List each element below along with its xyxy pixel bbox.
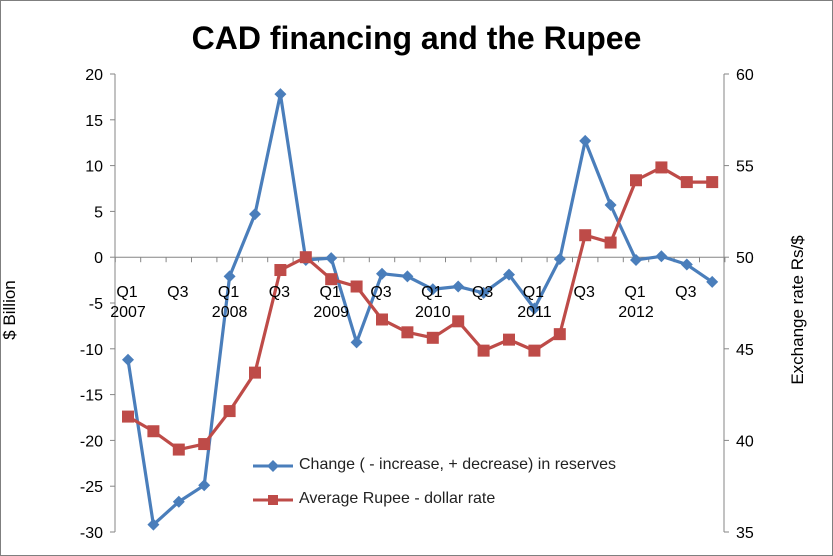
data-point-reserves xyxy=(604,198,617,211)
x-year-label: 2009 xyxy=(313,304,349,321)
x-tick-label: Q1 xyxy=(320,284,341,301)
data-point-reserves xyxy=(325,252,338,265)
x-tick-label: Q3 xyxy=(167,284,188,301)
y-axis-right-title: Exchange rate Rs/$ xyxy=(788,235,807,385)
y-right-tick-label: 45 xyxy=(736,342,754,359)
data-point-rupee-rate xyxy=(198,438,211,451)
x-tick-label: Q3 xyxy=(370,284,391,301)
legend-swatch-rupee-rate xyxy=(253,495,293,505)
y-left-tick-label: 0 xyxy=(94,250,103,267)
y-left-tick-label: 15 xyxy=(85,113,103,130)
data-point-reserves xyxy=(172,495,185,508)
x-tick-label: Q1 xyxy=(218,284,239,301)
data-point-rupee-rate xyxy=(350,280,363,293)
data-point-reserves xyxy=(706,275,719,288)
data-point-rupee-rate xyxy=(655,161,668,174)
data-point-rupee-rate xyxy=(426,331,439,344)
series-line-reserves xyxy=(126,92,714,527)
x-year-label: 2011 xyxy=(517,304,552,321)
x-tick-label: Q3 xyxy=(269,284,290,301)
data-point-reserves xyxy=(503,268,515,281)
x-tick-label: Q1 xyxy=(116,284,137,301)
data-point-rupee-rate xyxy=(680,176,693,189)
y-left-tick-label: 5 xyxy=(94,204,103,221)
data-point-rupee-rate xyxy=(477,344,490,357)
y-left-tick-label: 20 xyxy=(85,67,103,84)
x-year-label: 2008 xyxy=(212,304,248,321)
data-point-rupee-rate xyxy=(274,264,287,277)
chart-title: CAD financing and the Rupee xyxy=(191,20,642,56)
y-left-tick-label: 10 xyxy=(85,159,103,176)
data-point-rupee-rate xyxy=(147,425,160,438)
data-point-reserves xyxy=(630,253,642,266)
data-point-rupee-rate xyxy=(172,443,185,456)
data-point-reserves xyxy=(350,336,363,349)
data-point-rupee-rate xyxy=(706,176,719,189)
data-point-rupee-rate xyxy=(604,236,617,249)
data-point-reserves xyxy=(655,250,668,263)
data-point-reserves xyxy=(198,479,211,492)
x-year-label: 2012 xyxy=(618,304,654,321)
y-left-tick-label: -15 xyxy=(80,388,103,405)
y-right-tick-label: 50 xyxy=(736,250,754,267)
y-left-tick-label: -10 xyxy=(80,342,103,359)
y-right-tick-label: 35 xyxy=(736,525,754,542)
data-point-reserves xyxy=(579,134,592,147)
y-right-tick-label: 60 xyxy=(736,67,754,84)
x-year-label: 2010 xyxy=(415,304,451,321)
data-point-reserves xyxy=(680,258,693,271)
data-point-rupee-rate xyxy=(299,251,312,264)
data-point-reserves xyxy=(376,267,388,280)
data-point-reserves xyxy=(223,270,236,283)
data-point-rupee-rate xyxy=(630,174,642,187)
legend-label-reserves: Change ( - increase, + decrease) in rese… xyxy=(299,456,617,473)
data-point-reserves xyxy=(553,253,566,266)
y-left-tick-label: -30 xyxy=(80,525,103,542)
data-point-reserves xyxy=(122,353,134,366)
data-point-rupee-rate xyxy=(528,344,541,357)
data-point-reserves xyxy=(528,302,541,315)
data-point-rupee-rate xyxy=(553,328,566,341)
data-point-reserves xyxy=(147,518,160,531)
data-point-rupee-rate xyxy=(325,273,338,286)
data-point-reserves xyxy=(452,280,465,293)
x-tick-label: Q1 xyxy=(421,284,442,301)
x-tick-label: Q3 xyxy=(472,284,493,301)
y-left-tick-label: -20 xyxy=(80,433,103,450)
x-tick-label: Q1 xyxy=(624,284,645,301)
y-axis-left-title: $ Billion xyxy=(0,280,19,340)
x-tick-label: Q3 xyxy=(675,284,696,301)
data-point-rupee-rate xyxy=(401,326,414,339)
legend-swatch-reserves xyxy=(253,460,293,472)
data-point-rupee-rate xyxy=(249,366,261,379)
legend-label-rupee-rate: Average Rupee - dollar rate xyxy=(299,490,496,507)
data-point-reserves xyxy=(426,283,439,296)
data-point-reserves xyxy=(477,286,490,299)
data-point-rupee-rate xyxy=(579,229,592,242)
y-right-tick-label: 40 xyxy=(736,433,754,450)
y-right-tick-label: 55 xyxy=(736,159,754,176)
x-year-label: 2007 xyxy=(110,304,146,321)
data-point-reserves xyxy=(249,208,261,221)
data-point-rupee-rate xyxy=(223,405,236,418)
x-tick-label: Q1 xyxy=(523,284,544,301)
x-tick-label: Q3 xyxy=(574,284,595,301)
data-point-reserves xyxy=(401,270,414,283)
y-left-tick-label: -5 xyxy=(89,296,103,313)
data-point-rupee-rate xyxy=(122,410,134,423)
data-point-reserves xyxy=(274,88,287,101)
data-point-rupee-rate xyxy=(376,313,388,326)
data-point-rupee-rate xyxy=(503,333,515,346)
y-left-tick-label: -25 xyxy=(80,479,103,496)
data-point-rupee-rate xyxy=(452,315,465,328)
